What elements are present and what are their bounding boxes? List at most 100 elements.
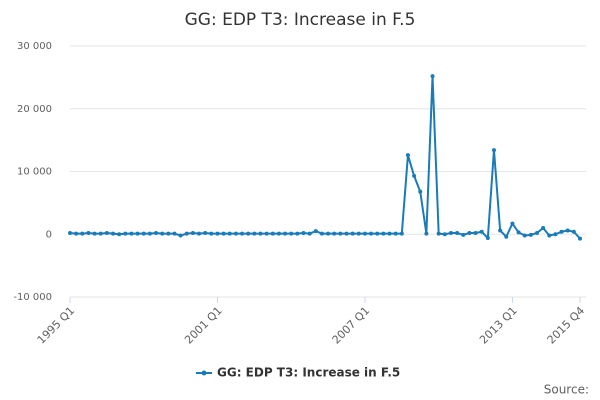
point xyxy=(326,231,331,236)
point xyxy=(270,231,275,236)
point xyxy=(104,230,109,235)
point xyxy=(197,231,202,236)
point xyxy=(479,229,484,234)
point xyxy=(362,231,367,236)
point xyxy=(283,231,288,236)
point xyxy=(504,234,509,239)
point xyxy=(154,230,159,235)
point xyxy=(405,153,410,158)
point xyxy=(166,231,171,236)
point xyxy=(86,230,91,235)
point xyxy=(338,231,343,236)
point xyxy=(203,230,208,235)
y-tick-label: 30 000 xyxy=(17,41,52,52)
x-tick-label: 1995 Q1 xyxy=(35,304,78,347)
point xyxy=(190,230,195,235)
point xyxy=(344,231,349,236)
point xyxy=(399,231,404,236)
point xyxy=(369,231,374,236)
point xyxy=(522,233,527,238)
point xyxy=(135,231,140,236)
point xyxy=(147,231,152,236)
point xyxy=(141,231,146,236)
point xyxy=(264,231,269,236)
point xyxy=(246,231,251,236)
point xyxy=(473,230,478,235)
point xyxy=(491,148,496,153)
point xyxy=(510,221,515,226)
point xyxy=(221,231,226,236)
point xyxy=(387,231,392,236)
chart-title: GG: EDP T3: Increase in F.5 xyxy=(185,10,416,30)
point xyxy=(276,231,281,236)
point xyxy=(350,231,355,236)
point xyxy=(68,230,72,235)
point xyxy=(252,231,257,236)
point xyxy=(565,228,570,233)
series-line xyxy=(69,76,581,241)
point xyxy=(559,229,564,234)
point xyxy=(455,230,460,235)
point xyxy=(178,233,183,238)
point xyxy=(461,232,466,237)
point xyxy=(160,231,165,236)
point xyxy=(448,230,453,235)
point xyxy=(123,231,128,236)
point xyxy=(129,231,134,236)
point xyxy=(418,189,423,194)
point xyxy=(534,230,539,235)
point xyxy=(289,231,294,236)
point xyxy=(319,231,324,236)
point xyxy=(215,231,220,236)
point xyxy=(209,231,214,236)
point xyxy=(301,230,306,235)
x-tick-label: 2015 Q4 xyxy=(545,304,588,347)
point xyxy=(74,231,79,236)
point xyxy=(240,231,245,236)
point xyxy=(571,229,576,234)
point xyxy=(98,231,103,236)
y-tick-label: 0 xyxy=(46,229,52,240)
y-tick-label: -10 000 xyxy=(13,292,52,303)
point xyxy=(92,231,97,236)
point xyxy=(424,231,429,236)
point xyxy=(313,229,318,234)
source: Source: xyxy=(544,383,589,397)
point xyxy=(295,231,300,236)
point xyxy=(375,231,380,236)
point xyxy=(393,231,398,236)
point xyxy=(436,231,441,236)
x-tick-label: 2013 Q1 xyxy=(477,304,520,347)
point xyxy=(498,228,503,233)
point xyxy=(184,231,189,236)
point xyxy=(485,236,490,241)
x-tick-label: 2001 Q1 xyxy=(182,304,225,347)
point xyxy=(381,231,386,236)
point xyxy=(547,233,552,238)
point xyxy=(307,231,312,236)
point xyxy=(111,231,116,236)
point xyxy=(332,231,337,236)
point xyxy=(430,74,435,79)
point xyxy=(412,173,417,178)
y-tick-label: 10 000 xyxy=(17,167,52,178)
point xyxy=(467,230,472,235)
point xyxy=(541,225,546,230)
point xyxy=(528,232,533,237)
point xyxy=(80,231,85,236)
point xyxy=(227,231,232,236)
point xyxy=(516,230,521,235)
point xyxy=(117,232,122,237)
point xyxy=(172,231,177,236)
point xyxy=(442,232,447,237)
x-tick-label: 2007 Q1 xyxy=(330,304,373,347)
y-tick-label: 20 000 xyxy=(17,104,52,115)
point xyxy=(356,231,361,236)
legend-label: GG: EDP T3: Increase in F.5 xyxy=(217,366,400,380)
point xyxy=(578,236,582,241)
legend-marker xyxy=(201,370,207,376)
point xyxy=(233,231,238,236)
point xyxy=(258,231,263,236)
point xyxy=(553,232,558,237)
